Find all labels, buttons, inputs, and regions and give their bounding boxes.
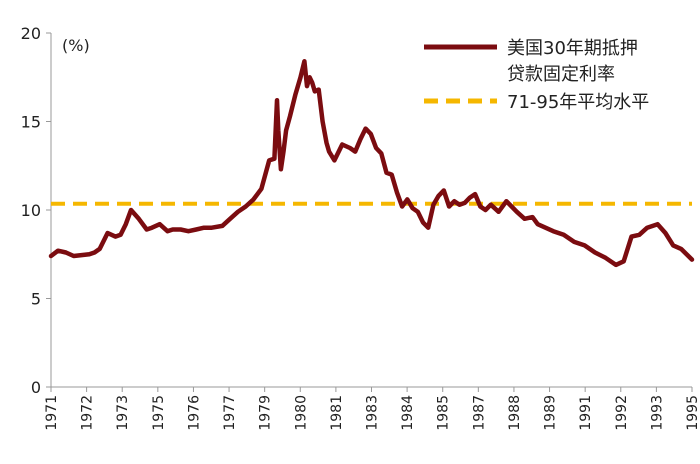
x-tick-label: 1972 bbox=[80, 395, 96, 431]
unit-label: (%) bbox=[62, 36, 90, 55]
x-tick-label: 1984 bbox=[400, 395, 416, 431]
legend-label-mortgage-rate-line1: 美国30年期抵押 bbox=[507, 38, 638, 59]
mortgage-rate-line bbox=[48, 59, 695, 268]
x-tick-label: 1975 bbox=[151, 395, 167, 431]
legend-label-mortgage-rate-line2: 贷款固定利率 bbox=[507, 64, 615, 85]
y-axis: 0 5 10 15 20 bbox=[21, 24, 52, 397]
y-tick-label: 20 bbox=[21, 24, 41, 43]
x-tick-label: 1991 bbox=[578, 395, 594, 431]
x-tick-label: 1976 bbox=[186, 395, 202, 431]
x-tick-label: 1973 bbox=[115, 395, 131, 431]
x-tick-label: 1987 bbox=[471, 395, 487, 431]
x-tick-label: 1980 bbox=[293, 395, 309, 431]
x-tick-label: 1995 bbox=[685, 395, 700, 431]
y-tick-label: 15 bbox=[21, 113, 41, 132]
y-tick-label: 0 bbox=[31, 378, 41, 397]
x-tick-label: 1992 bbox=[614, 395, 630, 431]
x-tick-label: 1971 bbox=[44, 395, 60, 431]
x-tick-label: 1977 bbox=[222, 395, 238, 431]
x-tick-label: 1983 bbox=[365, 395, 381, 431]
y-tick-label: 5 bbox=[31, 290, 41, 309]
x-tick-label: 1989 bbox=[543, 395, 559, 431]
legend: 美国30年期抵押 贷款固定利率 71-95年平均水平 bbox=[424, 38, 649, 113]
x-tick-label: 1993 bbox=[649, 395, 665, 431]
x-tick-label: 1979 bbox=[258, 395, 274, 431]
y-tick-label: 10 bbox=[21, 201, 41, 220]
x-tick-label: 1985 bbox=[436, 395, 452, 431]
legend-label-average: 71-95年平均水平 bbox=[507, 92, 649, 113]
x-axis: 1971 1972 1973 1975 1976 1977 1979 1980 1981 1983… bbox=[44, 386, 700, 431]
x-tick-label: 1988 bbox=[507, 395, 523, 431]
x-tick-label: 1981 bbox=[329, 395, 345, 431]
plot-area bbox=[48, 59, 695, 268]
